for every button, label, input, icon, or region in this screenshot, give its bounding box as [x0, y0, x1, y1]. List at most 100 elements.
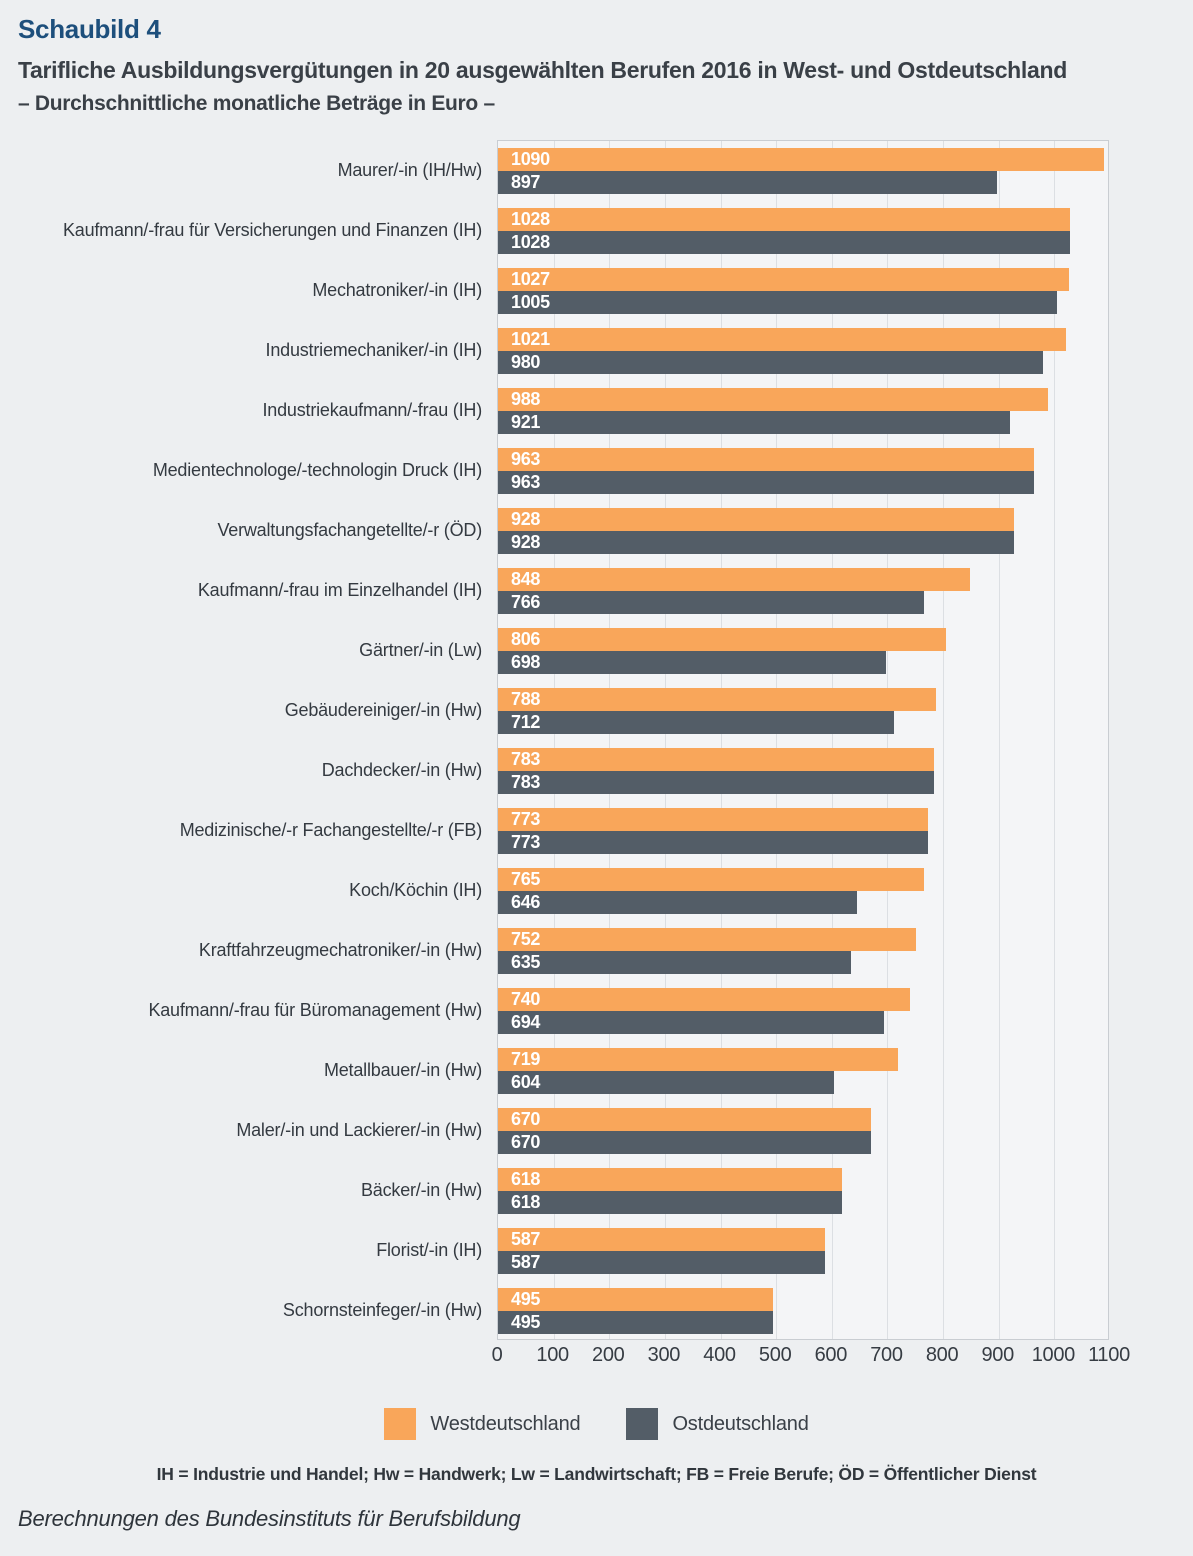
bar-value: 848 [511, 569, 541, 589]
category-label: Maler/-in und Lackierer/-in (Hw) [236, 1120, 482, 1140]
category-label: Medizinische/-r Fachangestellte/-r (FB) [179, 820, 482, 840]
bar-value: 928 [511, 532, 541, 552]
bar-east: 712 [498, 711, 894, 734]
bar-value: 928 [511, 509, 541, 529]
bar-east: 783 [498, 771, 934, 794]
bar-value: 788 [511, 689, 541, 709]
chart-subtitle: – Durchschnittliche monatliche Beträge i… [18, 92, 495, 115]
bar-west: 928 [498, 508, 1014, 531]
bar-west: 587 [498, 1228, 825, 1251]
bar-value: 587 [511, 1229, 541, 1249]
bar-east: 766 [498, 591, 924, 614]
category-label: Kaufmann/-frau für Versicherungen und Fi… [62, 220, 482, 240]
bar-value: 980 [511, 352, 541, 372]
axis-tick-label: 700 [870, 1344, 903, 1366]
east-swatch [626, 1408, 659, 1440]
axis-tick-label: 1000 [1031, 1344, 1076, 1366]
bar-east: 694 [498, 1011, 884, 1034]
category-label: Mechatroniker/-in (IH) [312, 280, 482, 300]
chart-row: Maler/-in und Lackierer/-in (Hw) 670 670 [0, 1100, 1193, 1160]
axis-tick-label: 300 [647, 1344, 681, 1366]
bar-west: 495 [498, 1288, 773, 1311]
bar-value: 1028 [511, 232, 550, 252]
axis-tick-label: 1100 [1088, 1344, 1130, 1366]
legend-label-west: Westdeutschland [430, 1412, 581, 1435]
figure-number: Schaubild 4 [18, 14, 161, 44]
x-axis: 0 100 200 300 400 500 600 700 800 900 1000 1100 [0, 1344, 1193, 1374]
bar-east: 670 [498, 1131, 871, 1154]
axis-tick-label: 0 [491, 1344, 503, 1366]
gridline [665, 141, 666, 1339]
category-label: Medientechnologe/-technologin Druck (IH) [152, 460, 482, 480]
bar-west: 806 [498, 628, 946, 651]
bar-value: 719 [511, 1049, 541, 1069]
chart-row: Bäcker/-in (Hw) 618 618 [0, 1160, 1193, 1220]
chart-title: Tarifliche Ausbildungsvergütungen in 20 … [18, 57, 1068, 83]
bar-west: 752 [498, 928, 916, 951]
bar-value: 1005 [511, 292, 550, 312]
category-label: Dachdecker/-in (Hw) [321, 760, 482, 780]
category-label: Kraftfahrzeugmechatroniker/-in (Hw) [198, 940, 482, 960]
axis-tick-label: 200 [592, 1344, 625, 1366]
chart-row: Medizinische/-r Fachangestellte/-r (FB) 7… [0, 800, 1193, 860]
bar-value: 646 [511, 892, 541, 912]
bar-west: 788 [498, 688, 936, 711]
chart-row: Kaufmann/-frau für Versicherungen und Fi… [0, 200, 1193, 260]
abbreviation-footnote: IH = Industrie und Handel; Hw = Handwerk… [156, 1464, 1037, 1484]
chart-row: Dachdecker/-in (Hw) 783 783 [0, 740, 1193, 800]
bar-value: 963 [511, 472, 541, 492]
bar-east: 495 [498, 1311, 773, 1334]
category-label: Koch/Köchin (IH) [349, 880, 482, 900]
bar-value: 897 [511, 172, 541, 192]
bar-west: 848 [498, 568, 970, 591]
bar-west: 1090 [498, 148, 1104, 171]
axis-tick-label: 100 [536, 1344, 569, 1366]
bar-value: 712 [511, 712, 541, 732]
chart-row: Gärtner/-in (Lw) 806 698 [0, 620, 1193, 680]
gridline [554, 141, 555, 1339]
bar-west: 740 [498, 988, 910, 1011]
chart-row: Maurer/-in (IH/Hw) 1090 897 [0, 140, 1193, 200]
bar-west: 1021 [498, 328, 1066, 351]
gridline [832, 141, 833, 1339]
bar-west: 719 [498, 1048, 898, 1071]
bar-west: 618 [498, 1168, 842, 1191]
bar-value: 1028 [511, 209, 550, 229]
west-swatch [384, 1408, 417, 1440]
gridline [1054, 141, 1055, 1339]
legend-item-west: Westdeutschland [384, 1408, 581, 1440]
gridline [999, 141, 1000, 1339]
chart-row: Metallbauer/-in (Hw) 719 604 [0, 1040, 1193, 1100]
chart-row: Mechatroniker/-in (IH) 1027 1005 [0, 260, 1193, 320]
legend-label-east: Ostdeutschland [672, 1412, 809, 1435]
bar-value: 495 [511, 1312, 541, 1332]
bar-west: 765 [498, 868, 924, 891]
bar-value: 921 [511, 412, 541, 432]
category-label: Kaufmann/-frau im Einzelhandel (IH) [197, 580, 482, 600]
bar-value: 618 [511, 1169, 541, 1189]
chart-row: Industriekaufmann/-frau (IH) 988 921 [0, 380, 1193, 440]
category-label: Verwaltungsfachangetellte/-r (ÖD) [217, 520, 482, 540]
category-label: Metallbauer/-in (Hw) [323, 1060, 482, 1080]
category-label: Bäcker/-in (Hw) [360, 1180, 482, 1200]
bar-east: 921 [498, 411, 1010, 434]
chart-row: Verwaltungsfachangetellte/-r (ÖD) 928 928 [0, 500, 1193, 560]
bar-value: 963 [511, 449, 541, 469]
bar-value: 765 [511, 869, 541, 889]
gridline [721, 141, 722, 1339]
bar-west: 783 [498, 748, 934, 771]
bar-east: 635 [498, 951, 851, 974]
bar-east: 604 [498, 1071, 834, 1094]
bar-west: 1027 [498, 268, 1069, 291]
legend: Westdeutschland Ostdeutschland [0, 1408, 1193, 1440]
bar-value: 1027 [511, 269, 550, 289]
category-label: Florist/-in (IH) [376, 1240, 482, 1260]
bar-value: 752 [511, 929, 541, 949]
gridline [609, 141, 610, 1339]
category-label: Industriekaufmann/-frau (IH) [262, 400, 483, 420]
bar-west: 670 [498, 1108, 871, 1131]
chart-row: Industriemechaniker/-in (IH) 1021 980 [0, 320, 1193, 380]
axis-tick-label: 800 [925, 1344, 959, 1366]
bar-east: 1005 [498, 291, 1057, 314]
